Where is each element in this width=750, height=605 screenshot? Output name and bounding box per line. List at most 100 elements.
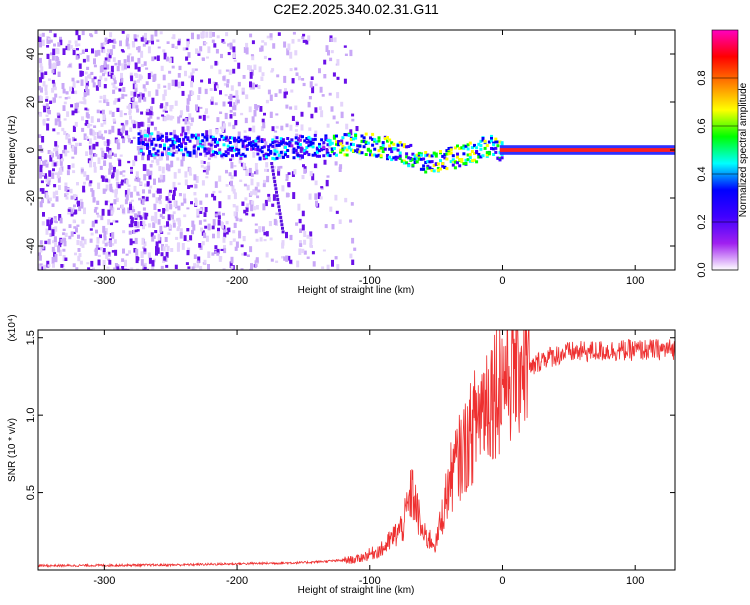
spectrogram-cell [225, 184, 229, 187]
spectrogram-cell [349, 253, 353, 259]
spectrogram-cell [96, 109, 100, 114]
spectrogram-cell [92, 143, 96, 150]
spectrogram-cell [257, 85, 261, 89]
spectrogram-cell [172, 194, 175, 201]
spectrogram-cell [148, 132, 151, 136]
spectrogram-cell [48, 63, 52, 69]
spectrogram-cell [308, 96, 312, 100]
spectrogram-cell [205, 130, 209, 137]
spectrogram-cell [174, 264, 178, 270]
spectrogram-ridge-cell [197, 136, 200, 140]
spectrogram-cell [243, 47, 247, 53]
spectrogram-cell [243, 252, 247, 256]
spectrogram-ridge-cell [165, 139, 169, 143]
spectrogram-cell [121, 64, 125, 71]
spectrogram-ridge-cell [341, 144, 345, 148]
spectrogram-cell [183, 214, 187, 218]
spectrogram-ridge-cell [211, 150, 215, 154]
spectrogram-ridge-cell [396, 148, 400, 152]
spectrogram-cell [158, 197, 162, 201]
spectrogram-cell [293, 169, 297, 175]
spectrogram-ridge-cell [470, 146, 474, 150]
spectrogram-cell [140, 50, 144, 58]
spectrogram-cell [103, 160, 107, 166]
spectrogram-cell [258, 66, 262, 73]
spectrogram-streak-cell [280, 223, 284, 227]
spectrogram-cell [227, 195, 231, 200]
spectrogram-cell [336, 59, 340, 66]
spectrogram-cell [74, 90, 78, 95]
spectrogram-cell [232, 46, 236, 53]
spectrogram-cell [61, 83, 65, 89]
spectrogram-ridge-cell [294, 136, 298, 140]
spectrogram-cell [321, 266, 325, 269]
spectrogram-ridge-cell [245, 137, 249, 141]
spectrogram-cell [125, 39, 129, 47]
spectrogram-ridge-cell [279, 137, 283, 141]
spectrogram-ridge-cell [233, 136, 237, 140]
spectrogram-cell [61, 158, 64, 162]
spectrogram-cell [194, 151, 198, 158]
spectrogram-cell [326, 123, 330, 128]
spectrogram-cell [135, 121, 138, 128]
spectrogram-cell [51, 64, 55, 70]
spectrogram-ridge-cell [453, 146, 457, 150]
spectrogram-cell [49, 151, 53, 156]
spectrogram-cell [81, 219, 85, 224]
spectrogram-cell [80, 101, 84, 104]
spectrogram-cell [118, 163, 122, 167]
spectrogram-cell [106, 53, 110, 57]
spectrogram-cell [93, 58, 96, 65]
spectrogram-cell [39, 245, 43, 253]
spectrogram-cell [79, 260, 83, 265]
spectrogram-cell [90, 153, 94, 159]
spectrogram-cell [165, 102, 169, 107]
spectrogram-cell [85, 151, 89, 156]
spectrogram-cell [307, 101, 311, 108]
spectrogram-ridge-cell [241, 139, 245, 143]
spectrogram-cell [77, 35, 81, 41]
spectrogram-cell [38, 134, 42, 138]
spectrogram-cell [93, 76, 97, 80]
spectrogram-cell [217, 215, 221, 220]
spectrogram-cell [47, 78, 51, 81]
spectrogram-cell [157, 46, 161, 49]
spectrogram-cell [113, 267, 117, 270]
spectrogram-cell [231, 185, 235, 192]
spectrogram-ridge-cell [188, 151, 192, 155]
spectrogram-cell [38, 85, 42, 91]
spectrogram-cell [119, 154, 123, 157]
spectrogram-cell [45, 98, 49, 102]
spectrogram-cell [254, 229, 258, 234]
spectrogram-cell [132, 230, 136, 233]
spectrogram-ridge-cell [262, 154, 266, 157]
spectrogram-cell [70, 195, 74, 200]
spectrogram-ridge-cell [364, 140, 368, 144]
spectrogram-cell [246, 203, 250, 208]
spectrogram-cell [351, 113, 355, 117]
spectrogram-cell [45, 175, 49, 183]
spectrogram-cell [145, 81, 149, 85]
spectrogram-cell [171, 65, 175, 69]
spectrogram-cell [160, 265, 164, 269]
spectrogram-cell [250, 54, 254, 57]
spectrogram-cell [54, 118, 58, 126]
spectrogram-cell [86, 108, 90, 112]
spectrogram-cell [183, 193, 186, 200]
spectrogram-ridge-cell [243, 145, 247, 149]
spectrogram-cell [132, 136, 136, 139]
spectrogram-cell [165, 206, 169, 212]
spectrogram-ridge-cell [313, 151, 317, 155]
spectrogram-cell [249, 81, 252, 88]
spectrogram-ridge-cell [264, 155, 268, 159]
spectrogram-cell [52, 87, 56, 90]
spectrogram-ridge-cell [307, 140, 311, 144]
spectrogram-cell [110, 65, 114, 73]
spectrogram-ridge-cell [271, 138, 275, 142]
spectrogram-ridge-cell [460, 160, 464, 163]
spectrogram-cell [344, 197, 348, 203]
spectrogram-cell [161, 114, 165, 117]
spectrogram-cell [121, 30, 125, 34]
spectrogram-cell [216, 231, 220, 239]
